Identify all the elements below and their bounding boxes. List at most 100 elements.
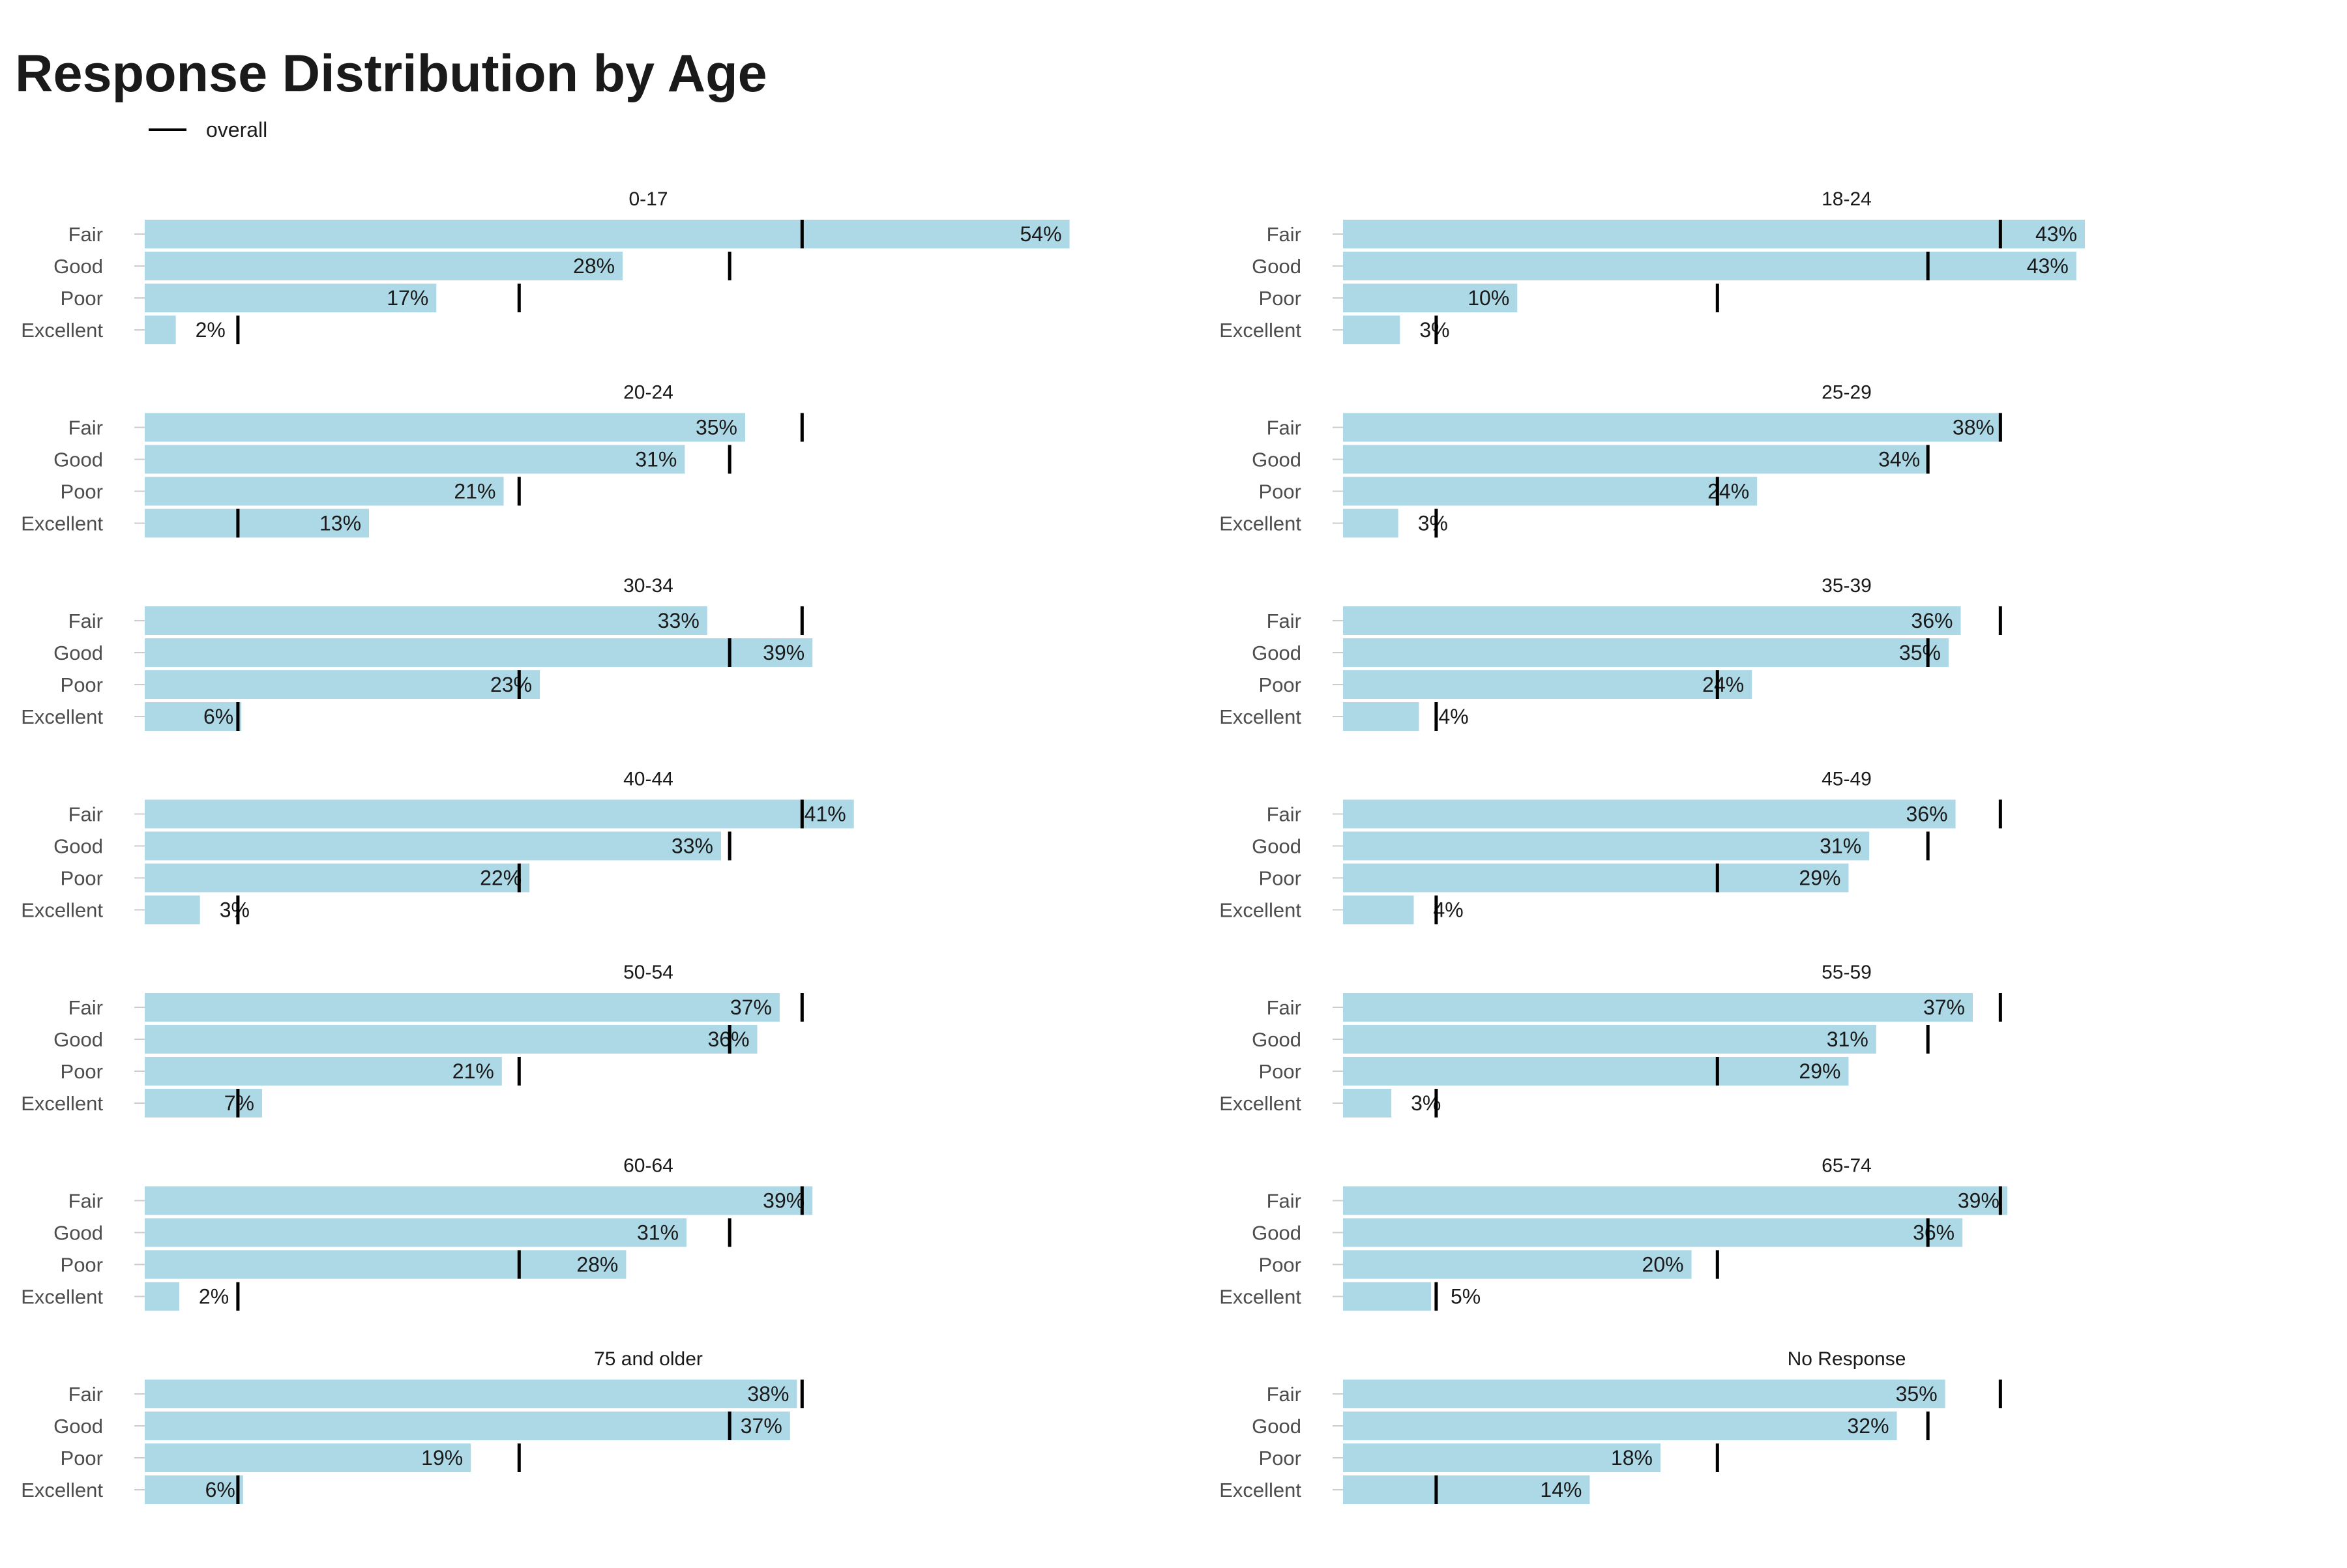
data-label: 24% bbox=[1702, 673, 1744, 696]
bar bbox=[1343, 863, 1849, 893]
facet-panel: 75 and older Fair 38% Good 37% Poor 19% Excelle… bbox=[21, 1348, 804, 1504]
panel-title: 0-17 bbox=[628, 188, 668, 210]
category-label: Good bbox=[1252, 1415, 1301, 1438]
data-label: 36% bbox=[1906, 803, 1947, 826]
category-label: Excellent bbox=[1219, 319, 1301, 342]
panels: 0-17 Fair 54% Good 28% Poor 17% Excellent 2% 18-2… bbox=[21, 188, 2086, 1504]
category-label: Good bbox=[53, 1028, 103, 1051]
bar bbox=[1343, 284, 1518, 312]
data-label: 17% bbox=[387, 286, 428, 310]
category-label: Poor bbox=[61, 867, 103, 890]
data-label: 39% bbox=[1958, 1189, 2000, 1213]
category-label: Poor bbox=[1259, 287, 1301, 310]
category-label: Fair bbox=[68, 223, 103, 246]
bar bbox=[145, 863, 530, 893]
data-label: 43% bbox=[2035, 222, 2077, 246]
bar bbox=[1343, 1186, 2007, 1215]
category-label: Fair bbox=[1267, 803, 1301, 826]
facet-panel: 45-49 Fair 36% Good 31% Poor 29% Excellent 4% bbox=[1219, 769, 2002, 925]
bar bbox=[1343, 638, 1949, 667]
data-label: 31% bbox=[1820, 835, 1861, 858]
panel-title: 35-39 bbox=[1822, 575, 1872, 597]
data-label: 2% bbox=[196, 318, 226, 342]
category-label: Fair bbox=[68, 996, 103, 1019]
data-label: 39% bbox=[763, 641, 804, 664]
bar bbox=[145, 1218, 687, 1247]
data-label: 35% bbox=[696, 416, 737, 439]
bar bbox=[1343, 1475, 1590, 1504]
bar bbox=[145, 1380, 797, 1408]
bar bbox=[145, 252, 623, 280]
bar bbox=[1343, 1218, 1963, 1247]
panel-title: No Response bbox=[1788, 1348, 1906, 1370]
data-label: 35% bbox=[1899, 641, 1941, 664]
panel-title: 18-24 bbox=[1822, 188, 1872, 210]
facet-panel: 25-29 Fair 38% Good 34% Poor 24% Excellent 3% bbox=[1219, 382, 2002, 538]
facet-panel: 35-39 Fair 36% Good 35% Poor 24% Excellent 4% bbox=[1219, 575, 2002, 731]
category-label: Good bbox=[53, 1222, 103, 1245]
category-label: Fair bbox=[1267, 223, 1301, 246]
legend: overall bbox=[149, 118, 267, 141]
bar bbox=[145, 606, 707, 635]
data-label: 19% bbox=[421, 1446, 463, 1470]
category-label: Fair bbox=[1267, 1383, 1301, 1406]
category-label: Poor bbox=[61, 287, 103, 310]
data-label: 5% bbox=[1451, 1285, 1481, 1309]
facet-panel: 30-34 Fair 33% Good 39% Poor 23% Excellent 6% bbox=[21, 575, 813, 731]
data-label: 22% bbox=[480, 866, 522, 890]
bar bbox=[1343, 445, 1928, 474]
bar bbox=[145, 316, 176, 344]
data-label: 37% bbox=[730, 996, 772, 1019]
data-label: 3% bbox=[1418, 512, 1448, 535]
data-label: 36% bbox=[1913, 1221, 1955, 1245]
bar bbox=[145, 1282, 179, 1311]
category-label: Good bbox=[1252, 835, 1301, 858]
bar bbox=[145, 1412, 790, 1440]
category-label: Good bbox=[53, 255, 103, 278]
panel-title: 50-54 bbox=[623, 962, 673, 983]
bar bbox=[1343, 220, 2086, 248]
data-label: 4% bbox=[1434, 898, 1464, 922]
bar bbox=[145, 413, 745, 442]
chart-title: Response Distribution by Age bbox=[15, 44, 767, 103]
legend-label: overall bbox=[206, 118, 267, 141]
panel-title: 25-29 bbox=[1822, 382, 1872, 404]
category-label: Excellent bbox=[21, 899, 103, 922]
category-label: Good bbox=[1252, 1222, 1301, 1245]
facet-panel: 40-44 Fair 41% Good 33% Poor 22% Excellent 3% bbox=[21, 769, 854, 925]
category-label: Fair bbox=[1267, 996, 1301, 1019]
category-label: Good bbox=[53, 835, 103, 858]
bar bbox=[1343, 1025, 1876, 1054]
bar bbox=[1343, 1057, 1849, 1086]
data-label: 37% bbox=[741, 1414, 782, 1438]
data-label: 23% bbox=[490, 673, 532, 696]
category-label: Good bbox=[53, 449, 103, 471]
category-label: Poor bbox=[61, 1060, 103, 1083]
data-label: 54% bbox=[1020, 222, 1062, 246]
category-label: Excellent bbox=[21, 512, 103, 535]
category-label: Excellent bbox=[21, 1092, 103, 1115]
category-label: Fair bbox=[68, 417, 103, 439]
bar bbox=[1343, 1089, 1392, 1117]
facet-panel: 65-74 Fair 39% Good 36% Poor 20% Excellent 5% bbox=[1219, 1155, 2007, 1311]
category-label: Excellent bbox=[21, 705, 103, 728]
data-label: 36% bbox=[1911, 609, 1953, 632]
data-label: 28% bbox=[576, 1253, 618, 1277]
panel-title: 65-74 bbox=[1822, 1155, 1872, 1177]
category-label: Poor bbox=[61, 1254, 103, 1277]
bar bbox=[1343, 1282, 1431, 1311]
category-label: Good bbox=[53, 642, 103, 664]
category-label: Excellent bbox=[21, 1286, 103, 1309]
data-label: 21% bbox=[452, 1059, 494, 1083]
category-label: Fair bbox=[1267, 1190, 1301, 1213]
category-label: Poor bbox=[1259, 1254, 1301, 1277]
bar bbox=[1343, 799, 1956, 829]
category-label: Poor bbox=[1259, 867, 1301, 890]
bar bbox=[1343, 702, 1419, 731]
category-label: Good bbox=[1252, 449, 1301, 471]
data-label: 3% bbox=[220, 898, 250, 922]
data-label: 39% bbox=[763, 1189, 804, 1213]
category-label: Poor bbox=[1259, 1447, 1301, 1470]
data-label: 31% bbox=[1827, 1028, 1868, 1051]
